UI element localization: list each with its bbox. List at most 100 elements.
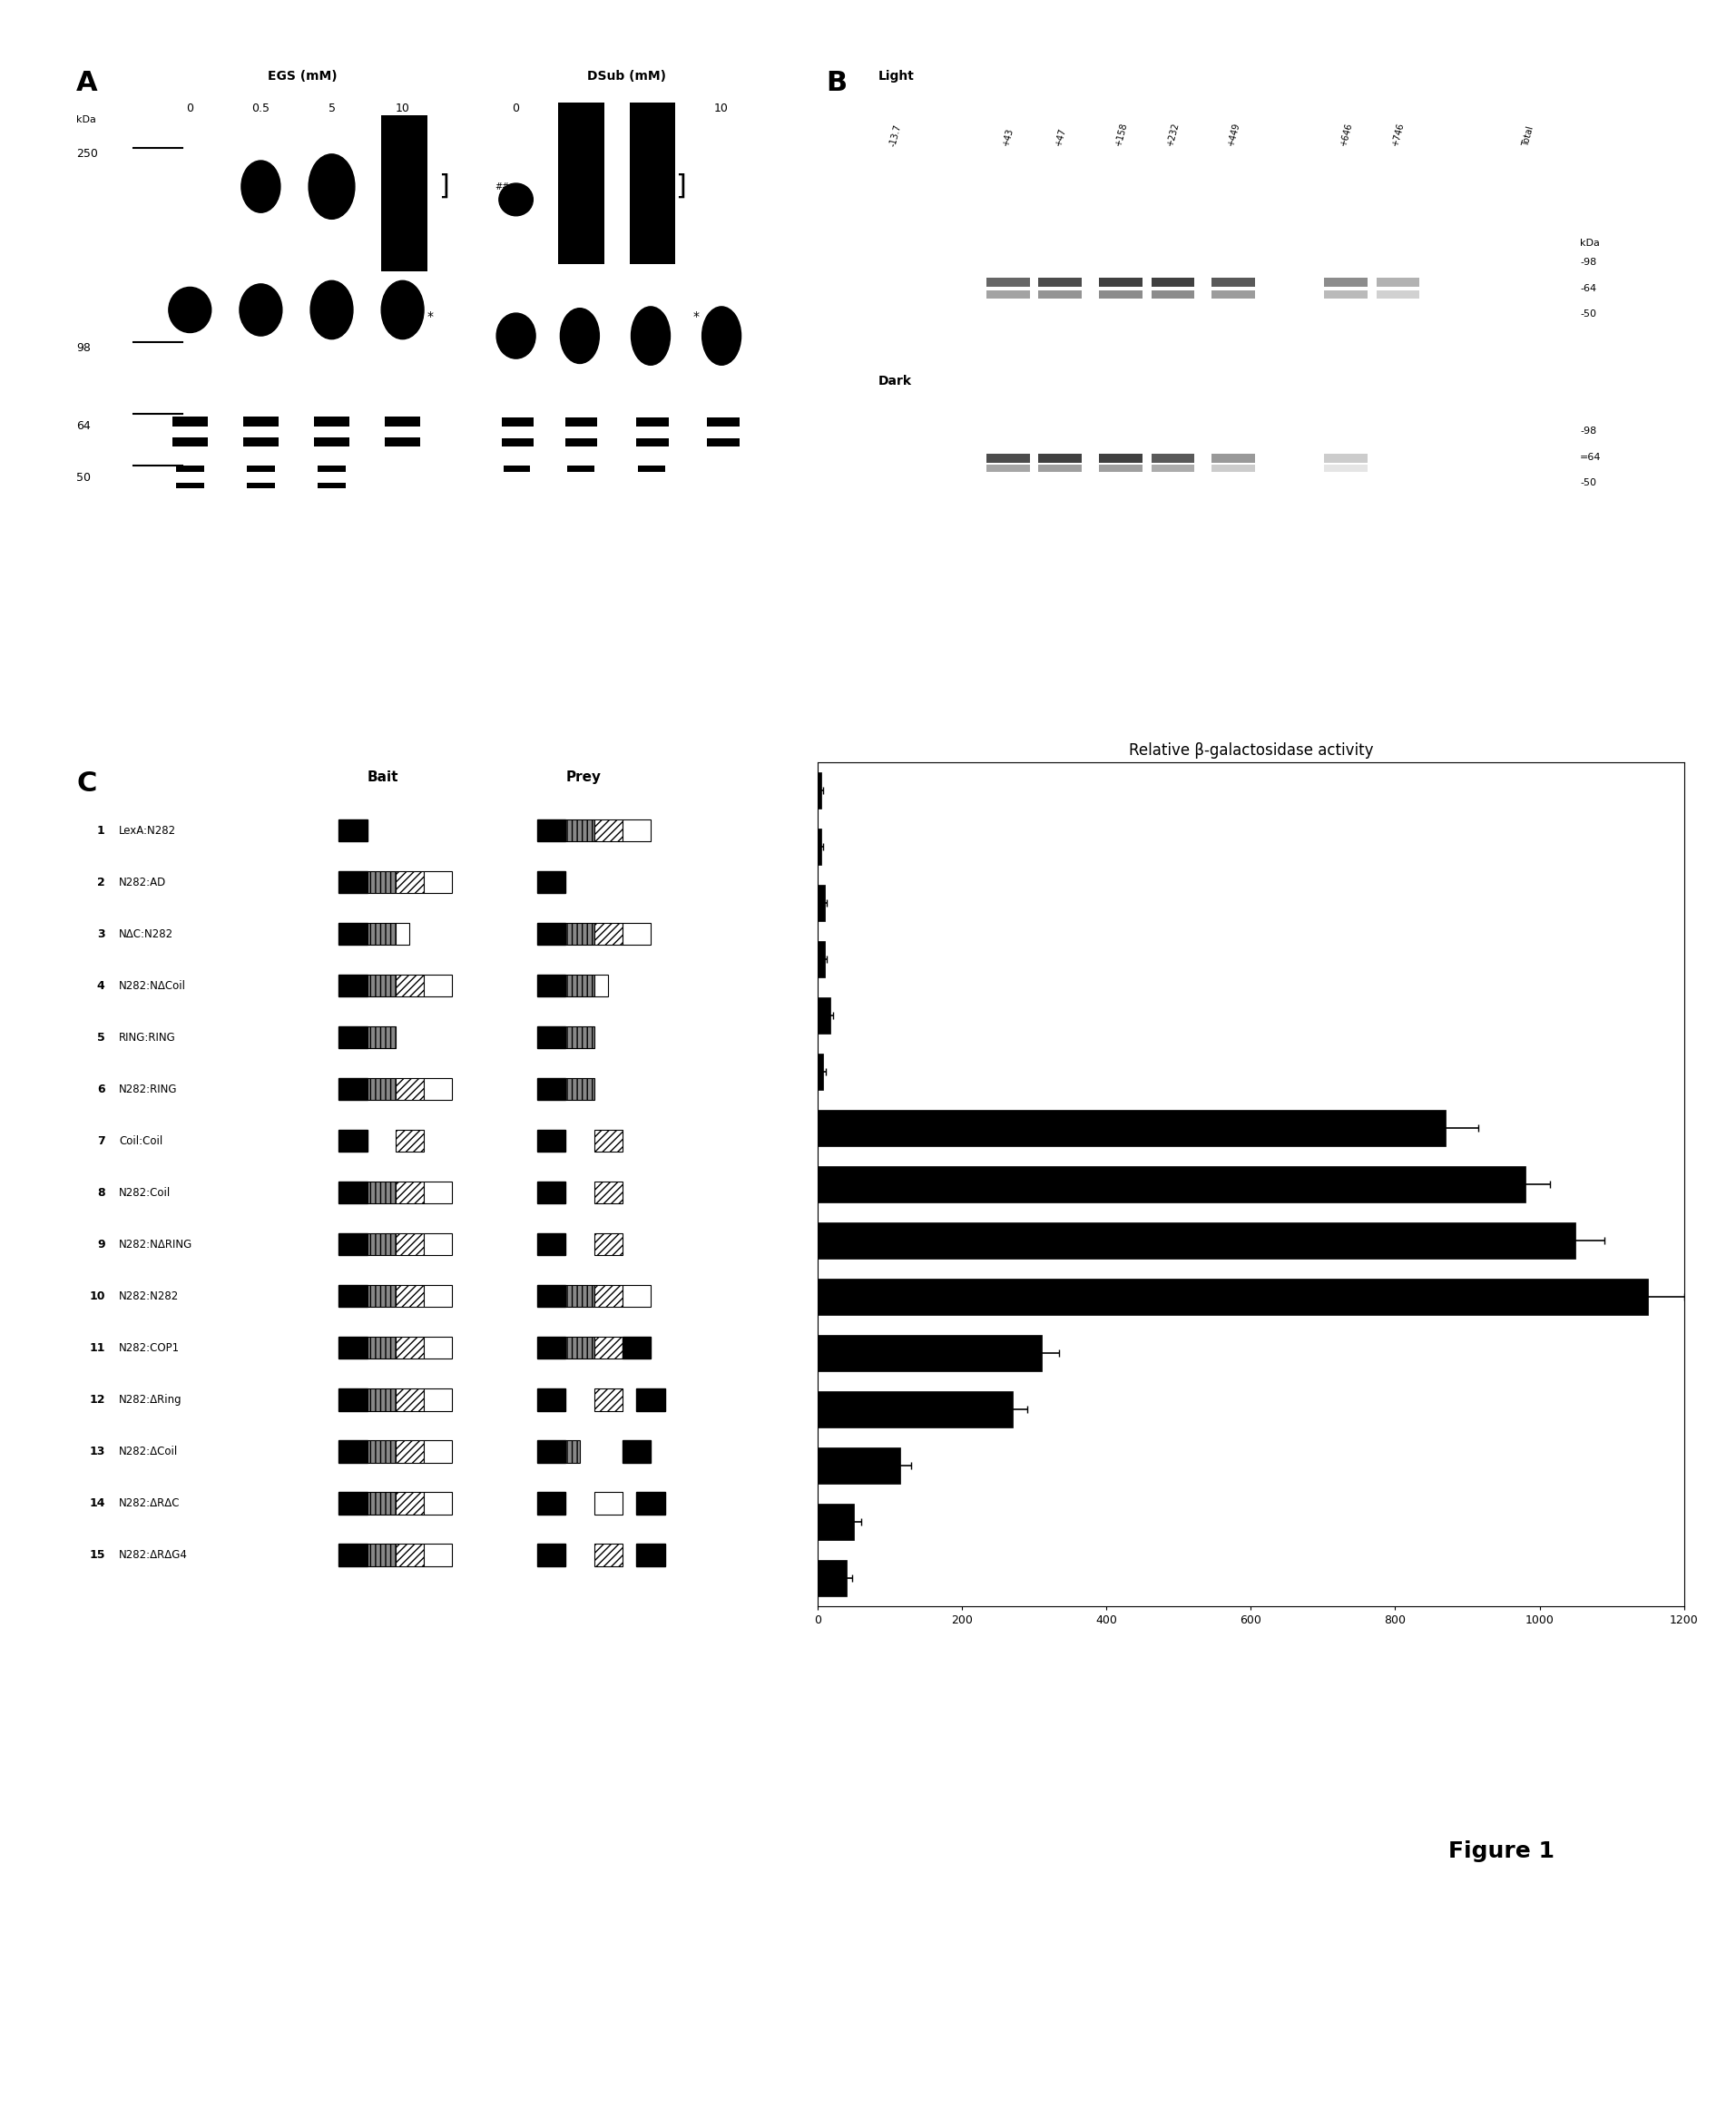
- Text: N282:ΔRing: N282:ΔRing: [120, 1394, 182, 1405]
- Bar: [424, 871, 451, 894]
- Bar: [339, 1544, 366, 1565]
- Text: -13.7: -13.7: [889, 122, 903, 148]
- Text: 98: 98: [76, 342, 90, 354]
- Bar: [424, 1234, 451, 1255]
- Bar: [396, 974, 424, 998]
- Ellipse shape: [496, 312, 535, 359]
- Bar: [339, 974, 366, 998]
- Bar: [1212, 453, 1255, 462]
- Bar: [536, 974, 566, 998]
- Bar: [536, 1544, 566, 1565]
- Bar: [536, 1130, 566, 1152]
- Bar: [366, 1493, 396, 1514]
- Bar: [247, 483, 274, 489]
- Text: 64: 64: [76, 420, 90, 432]
- Bar: [818, 941, 825, 979]
- Bar: [339, 1027, 366, 1048]
- Text: +232: +232: [1165, 122, 1180, 148]
- Text: 15: 15: [89, 1550, 104, 1561]
- Bar: [818, 772, 821, 810]
- Bar: [1038, 291, 1082, 297]
- Bar: [247, 466, 274, 472]
- Bar: [594, 1130, 621, 1152]
- Bar: [1099, 278, 1142, 287]
- Bar: [818, 886, 825, 922]
- Title: Relative β-galactosidase activity: Relative β-galactosidase activity: [1128, 742, 1373, 759]
- Text: Figure 1: Figure 1: [1448, 1841, 1555, 1862]
- Text: 13: 13: [89, 1445, 104, 1457]
- Bar: [707, 418, 740, 426]
- Bar: [566, 1440, 580, 1462]
- Text: *: *: [427, 310, 434, 323]
- Text: Light: Light: [878, 70, 915, 82]
- Bar: [621, 924, 651, 945]
- Bar: [503, 466, 529, 472]
- Text: A: A: [76, 70, 97, 97]
- Text: N282:AD: N282:AD: [120, 877, 167, 888]
- Text: 10: 10: [396, 101, 410, 114]
- Text: LexA:N282: LexA:N282: [120, 825, 177, 837]
- Text: NΔC:N282: NΔC:N282: [120, 928, 174, 941]
- Bar: [566, 418, 597, 426]
- Text: +449: +449: [1226, 122, 1241, 148]
- Text: -98: -98: [1580, 426, 1597, 437]
- Text: 250: 250: [76, 148, 99, 160]
- Bar: [818, 1561, 847, 1597]
- Text: 10: 10: [713, 101, 729, 114]
- Bar: [566, 1284, 594, 1308]
- Bar: [536, 1493, 566, 1514]
- Text: ]: ]: [675, 173, 686, 200]
- Bar: [1038, 278, 1082, 287]
- Bar: [536, 1234, 566, 1255]
- Bar: [339, 1337, 366, 1358]
- Bar: [424, 1440, 451, 1462]
- Bar: [366, 1337, 396, 1358]
- Bar: [1377, 291, 1420, 297]
- Bar: [594, 974, 608, 998]
- Bar: [986, 453, 1029, 462]
- Text: RING:RING: RING:RING: [120, 1031, 175, 1044]
- Bar: [175, 466, 205, 472]
- Bar: [1151, 291, 1194, 297]
- Bar: [502, 439, 533, 447]
- Text: 5: 5: [648, 101, 654, 114]
- Bar: [594, 1234, 621, 1255]
- Bar: [568, 466, 594, 472]
- Bar: [818, 1109, 1446, 1147]
- Bar: [396, 1493, 424, 1514]
- Bar: [986, 464, 1029, 472]
- Text: 1: 1: [576, 101, 583, 114]
- Bar: [396, 1181, 424, 1204]
- Bar: [1038, 464, 1082, 472]
- Bar: [424, 1388, 451, 1411]
- Ellipse shape: [168, 287, 212, 333]
- Bar: [172, 418, 208, 426]
- Bar: [594, 820, 621, 841]
- Text: N282:Coil: N282:Coil: [120, 1187, 172, 1198]
- Text: 12: 12: [89, 1394, 104, 1405]
- Text: 0: 0: [512, 101, 519, 114]
- Bar: [594, 1388, 621, 1411]
- Bar: [621, 1440, 651, 1462]
- Text: 10: 10: [89, 1291, 104, 1301]
- Bar: [382, 116, 427, 270]
- Bar: [1038, 453, 1082, 462]
- Text: +646: +646: [1338, 122, 1354, 148]
- Bar: [424, 1544, 451, 1565]
- Bar: [818, 1278, 1647, 1316]
- Bar: [818, 1223, 1576, 1259]
- Text: 14: 14: [89, 1497, 104, 1510]
- Bar: [536, 1027, 566, 1048]
- Text: ##: ##: [495, 181, 509, 192]
- Text: +746: +746: [1391, 122, 1406, 148]
- Bar: [1212, 278, 1255, 287]
- Bar: [536, 1284, 566, 1308]
- Bar: [566, 820, 594, 841]
- Bar: [396, 924, 410, 945]
- Bar: [1099, 464, 1142, 472]
- Bar: [637, 1493, 665, 1514]
- Bar: [1099, 291, 1142, 297]
- Bar: [818, 1335, 1042, 1371]
- Bar: [637, 439, 668, 447]
- Text: +158: +158: [1113, 122, 1128, 148]
